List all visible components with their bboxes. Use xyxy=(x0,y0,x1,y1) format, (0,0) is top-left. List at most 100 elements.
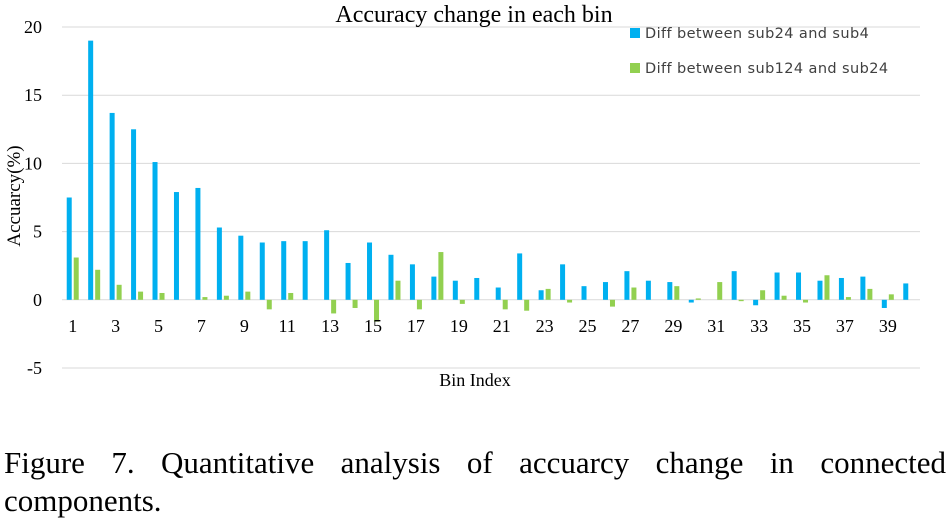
legend-label-series-1: Diff between sub24 and sub4 xyxy=(645,26,869,42)
bar-series-2 xyxy=(824,275,830,300)
y-tick-label: -5 xyxy=(27,358,42,378)
bar-series-1 xyxy=(409,264,415,300)
x-tick-label: 13 xyxy=(321,316,339,336)
bar-series-2 xyxy=(845,297,851,300)
x-axis-label: Bin Index xyxy=(439,370,511,390)
x-tick-label: 37 xyxy=(836,316,854,336)
bar-series-1 xyxy=(495,287,501,300)
bar-series-1 xyxy=(560,264,566,300)
bar-series-2 xyxy=(202,297,208,300)
y-tick-label: 10 xyxy=(24,153,42,173)
bar-series-2 xyxy=(867,288,873,300)
bar-series-2 xyxy=(545,288,551,300)
bar-series-1 xyxy=(838,277,844,300)
bar-series-1 xyxy=(216,227,222,300)
bar-series-2 xyxy=(674,286,680,300)
x-tick-label: 11 xyxy=(279,316,296,336)
bar-series-1 xyxy=(452,280,458,300)
bar-series-2 xyxy=(502,299,508,310)
x-tick-label: 17 xyxy=(407,316,425,336)
bar-series-1 xyxy=(431,276,437,300)
bar-series-1 xyxy=(581,286,587,300)
bar-series-2 xyxy=(223,295,229,300)
y-axis-label: Accuarcy(%) xyxy=(4,145,25,246)
bar-series-1 xyxy=(667,282,673,300)
bar-series-2 xyxy=(288,292,294,300)
x-tick-label: 1 xyxy=(68,316,77,336)
bar-series-2 xyxy=(459,299,465,304)
bar-series-1 xyxy=(860,276,866,300)
x-tick-label: 5 xyxy=(154,316,163,336)
x-tick-label: 39 xyxy=(879,316,897,336)
bar-series-1 xyxy=(88,40,94,300)
bar-series-2 xyxy=(717,282,723,300)
bar-series-1 xyxy=(474,277,480,300)
bar-series-2 xyxy=(760,290,766,300)
bar-series-1 xyxy=(688,299,694,303)
bar-series-1 xyxy=(173,192,179,300)
bar-series-2 xyxy=(738,299,744,302)
bar-series-1 xyxy=(624,271,630,300)
legend-swatch-series-2 xyxy=(630,63,640,73)
bar-series-1 xyxy=(152,162,158,300)
bar-series-2 xyxy=(245,291,251,300)
bar-series-2 xyxy=(116,284,122,300)
bar-series-1 xyxy=(774,272,780,300)
x-tick-label: 7 xyxy=(197,316,206,336)
y-tick-label: 15 xyxy=(24,85,42,105)
x-tick-label: 3 xyxy=(111,316,120,336)
bar-series-1 xyxy=(881,299,887,308)
bar-series-2 xyxy=(159,292,165,300)
y-tick-label: 5 xyxy=(33,222,42,242)
x-tick-label: 33 xyxy=(750,316,768,336)
bar-series-1 xyxy=(753,299,759,306)
legend-swatch-series-1 xyxy=(630,28,640,38)
grid-lines xyxy=(62,26,920,369)
bar-series-1 xyxy=(796,272,802,300)
bar-series-1 xyxy=(517,253,523,300)
bar-series-1 xyxy=(367,242,373,300)
bar-series-2 xyxy=(395,280,401,300)
bar-series-1 xyxy=(259,242,265,300)
legend-label-series-2: Diff between sub124 and sub24 xyxy=(645,61,888,77)
bar-series-2 xyxy=(138,291,144,300)
bar-series-1 xyxy=(302,241,308,300)
legend: Diff between sub24 and sub4 Diff between… xyxy=(630,26,888,77)
y-tick-label: 20 xyxy=(24,17,42,37)
bar-series-1 xyxy=(238,235,244,300)
bar-series-1 xyxy=(324,230,330,300)
bar-series-1 xyxy=(388,254,394,300)
x-tick-label: 21 xyxy=(493,316,511,336)
bar-series-2 xyxy=(331,299,337,314)
bar-series-1 xyxy=(109,112,115,300)
bar-series-1 xyxy=(195,187,201,300)
x-tick-label: 15 xyxy=(364,316,382,336)
bar-series-2 xyxy=(524,299,530,311)
bar-series-1 xyxy=(602,282,608,300)
x-tick-label: 27 xyxy=(621,316,639,336)
y-axis-ticks: -5 0 5 10 15 20 xyxy=(24,17,42,378)
y-tick-label: 0 xyxy=(33,290,42,310)
bar-series-2 xyxy=(803,299,809,303)
bar-series-2 xyxy=(695,298,701,300)
bar-series-2 xyxy=(416,299,422,310)
bars xyxy=(66,40,909,322)
bar-series-2 xyxy=(266,299,272,310)
bar-series-2 xyxy=(781,295,787,300)
figure-caption: Figure 7. Quantitative analysis of accua… xyxy=(4,445,946,518)
x-tick-label: 25 xyxy=(579,316,597,336)
bar-series-1 xyxy=(538,290,544,300)
bar-series-1 xyxy=(281,241,287,300)
x-tick-label: 35 xyxy=(793,316,811,336)
x-tick-label: 29 xyxy=(664,316,682,336)
bar-series-2 xyxy=(374,299,380,322)
chart-title: Accuracy change in each bin xyxy=(335,2,612,28)
bar-series-2 xyxy=(95,269,101,300)
bar-series-2 xyxy=(888,294,894,300)
bar-series-2 xyxy=(438,252,444,300)
bar-series-2 xyxy=(631,287,637,300)
bar-series-1 xyxy=(817,280,823,300)
bar-series-2 xyxy=(352,299,358,308)
x-axis-ticks: 1 3 5 7 9 11 13 15 17 19 21 23 25 27 29 31 33 35 37 39 xyxy=(68,316,897,336)
